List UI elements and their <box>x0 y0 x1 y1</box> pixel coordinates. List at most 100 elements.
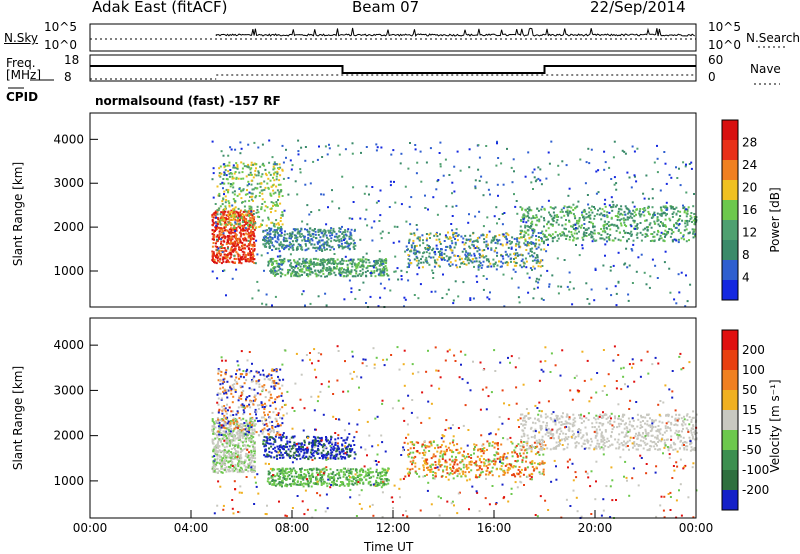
echo-cell <box>311 439 314 442</box>
echo-cell <box>286 442 289 445</box>
echo-cell <box>279 271 282 274</box>
echo-cell <box>222 419 225 422</box>
echo-cell <box>649 240 652 242</box>
echo-cell <box>285 437 288 440</box>
echo-cell <box>344 441 347 444</box>
echo-cell <box>511 236 514 239</box>
echo-cell <box>570 206 573 209</box>
echo-cell <box>277 478 280 481</box>
echo-cell <box>635 180 638 183</box>
echo-cell <box>227 223 230 226</box>
echo-cell <box>261 404 264 407</box>
echo-cell <box>337 457 340 460</box>
echo-cell <box>565 210 568 213</box>
echo-cell <box>224 427 227 430</box>
echo-cell <box>267 260 270 263</box>
echo-cell <box>263 188 266 191</box>
echo-cell <box>341 450 344 453</box>
echo-cell <box>228 423 231 426</box>
echo-cell <box>647 210 650 213</box>
echo-cell <box>218 230 221 233</box>
echo-cell <box>614 215 617 217</box>
echo-cell <box>273 274 276 277</box>
echo-cell <box>320 193 323 196</box>
echo-cell <box>226 178 229 181</box>
echo-cell <box>327 262 329 265</box>
echo-cell <box>323 443 325 446</box>
echo-cell <box>377 259 380 262</box>
echo-cell <box>313 457 316 460</box>
echo-cell <box>446 245 449 248</box>
echo-cell <box>496 254 498 257</box>
echo-cell <box>298 448 301 451</box>
echo-cell <box>228 231 231 234</box>
echo-cell <box>686 219 688 222</box>
echo-cell <box>407 279 410 282</box>
echo-cell <box>427 245 430 247</box>
echo-cell <box>212 461 215 464</box>
echo-cell <box>341 270 344 273</box>
echo-cell <box>537 209 540 212</box>
echo-cell <box>420 180 423 183</box>
echo-cell <box>241 436 244 439</box>
echo-cell <box>675 222 678 225</box>
echo-cell <box>682 235 685 238</box>
echo-cell <box>662 211 665 214</box>
echo-cell <box>246 368 249 371</box>
echo-cell <box>554 231 557 234</box>
echo-cell <box>300 263 303 265</box>
echo-cell <box>254 222 257 225</box>
echo-cell <box>613 140 616 143</box>
echo-cell <box>307 239 310 242</box>
echo-cell <box>257 371 260 374</box>
echo-cell <box>451 192 453 195</box>
echo-cell <box>290 237 292 240</box>
echo-cell <box>211 440 214 443</box>
echo-cell <box>266 252 269 255</box>
echo-cell <box>397 278 400 281</box>
echo-cell <box>213 465 216 468</box>
echo-cell <box>273 387 276 390</box>
echo-cell <box>339 230 342 233</box>
echo-cell <box>568 205 571 208</box>
echo-cell <box>308 455 311 458</box>
echo-cell <box>233 172 236 175</box>
echo-cell <box>254 399 256 402</box>
echo-cell <box>608 204 611 207</box>
echo-cell <box>523 234 526 237</box>
echo-cell <box>286 440 289 443</box>
echo-cell <box>248 466 251 469</box>
echo-cell <box>478 256 481 259</box>
echo-cell <box>213 468 216 470</box>
echo-cell <box>301 239 304 242</box>
echo-cell <box>531 234 534 237</box>
echo-cell <box>350 237 353 240</box>
echo-cell <box>379 471 382 474</box>
echo-cell <box>277 375 279 378</box>
echo-cell <box>409 250 412 253</box>
echo-cell <box>458 255 461 258</box>
echo-cell <box>485 145 488 147</box>
echo-cell <box>228 468 231 471</box>
echo-cell <box>276 172 279 175</box>
echo-cell <box>369 265 372 267</box>
echo-cell <box>483 238 486 241</box>
echo-cell <box>590 236 593 239</box>
echo-cell <box>317 442 320 445</box>
echo-cell <box>417 262 420 265</box>
echo-cell <box>276 272 279 275</box>
echo-cell <box>230 247 233 250</box>
echo-cell <box>653 214 656 216</box>
echo-cell <box>229 439 231 442</box>
echo-cell <box>502 235 505 238</box>
echo-cell <box>322 272 325 275</box>
echo-cell <box>278 446 281 449</box>
echo-cell <box>359 258 362 261</box>
freq-panel-frame <box>89 54 697 82</box>
echo-cell <box>272 429 275 432</box>
echo-cell <box>375 201 378 204</box>
echo-cell <box>557 173 560 176</box>
echo-cell <box>392 241 395 244</box>
echo-cell <box>271 420 274 423</box>
echo-cell <box>685 240 688 243</box>
